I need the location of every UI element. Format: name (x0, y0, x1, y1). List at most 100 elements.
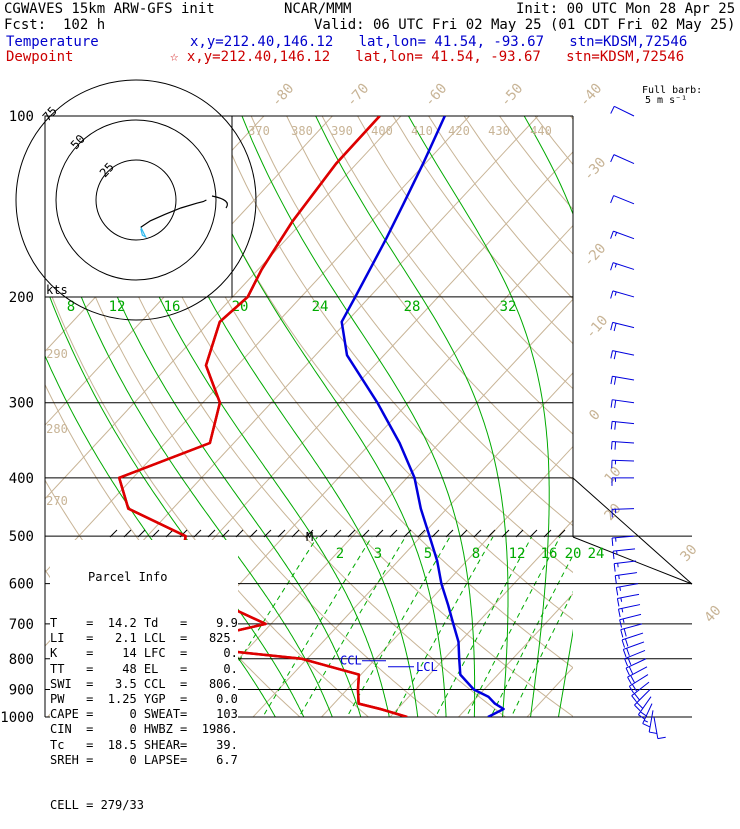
theta-label: 390 (331, 124, 353, 138)
hodograph-units-label: kts (46, 283, 68, 297)
wind-barb-half (620, 587, 621, 591)
isotherm-label: -40 (577, 81, 606, 111)
wind-barb-flag (621, 630, 623, 638)
wind-barb-flag (611, 196, 614, 203)
pressure-tick-label: 300 (9, 396, 34, 412)
isotherm-line (378, 116, 740, 730)
wind-barb-staff (614, 561, 636, 564)
isotherm-label: 10 (601, 464, 624, 487)
pressure-tick-label: 400 (9, 471, 34, 487)
wind-barb-flag (611, 106, 615, 113)
wind-barb-half (644, 720, 648, 722)
parcel-row: T = 14.2 Td = 9.9 (50, 616, 238, 631)
wind-barb-staff (613, 263, 634, 270)
parcel-cell-motion: CELL = 279/33 (50, 798, 238, 813)
wind-barb-flag (618, 609, 620, 617)
pressure-tick-label: 1000 (0, 710, 34, 726)
wind-barb-flag (615, 442, 616, 450)
wind-barb (611, 291, 634, 299)
dry-adiabat-line (251, 116, 740, 730)
wind-barb (611, 322, 634, 331)
barb-panel-edge (573, 478, 692, 584)
wind-barb (615, 573, 637, 584)
isotherm-label: -80 (269, 81, 298, 111)
wind-barb-flag (634, 705, 640, 711)
isotherm-label: -50 (498, 81, 527, 111)
wind-barb-flag (631, 675, 635, 682)
mixing-ratio-label: 24 (588, 546, 605, 562)
wind-barb-flag (616, 587, 617, 595)
wind-barb (621, 624, 642, 637)
wind-barb-half (621, 598, 622, 602)
wind-barb-flag (632, 696, 637, 702)
dry-adiabat-line (358, 116, 740, 730)
wind-barb-staff (614, 155, 634, 164)
wind-barb-flag (649, 732, 657, 733)
isotherm-label: -70 (344, 81, 373, 111)
wind-barb (616, 584, 638, 596)
dry-adiabat-line (429, 116, 740, 730)
dry-adiabat-line (216, 116, 740, 730)
mixing-ratio-label: 3 (374, 546, 382, 562)
wind-barb-flag (637, 703, 643, 709)
wind-barb (634, 689, 650, 710)
wind-barb-flag (622, 640, 624, 648)
mixing-ratio-label: 20 (565, 546, 582, 562)
isotherm-label: -30 (581, 155, 610, 185)
theta-label: 410 (411, 124, 433, 138)
wind-barb (611, 376, 634, 384)
isotherm-label: 40 (701, 603, 724, 626)
wind-barb-half (615, 232, 616, 236)
dry-adiabat-line (642, 116, 740, 730)
wind-barb-flag (611, 351, 613, 359)
wind-barb (611, 441, 634, 449)
wind-barb (611, 106, 634, 116)
isotherm-label: 0 (586, 407, 604, 424)
wind-barb-flag (625, 659, 628, 666)
parcel-row: CAPE = 0 SWEAT= 103 (50, 707, 238, 722)
wind-barb-flag (613, 551, 614, 559)
pressure-tick-label: 100 (9, 109, 34, 125)
pressure-tick-label: 800 (9, 652, 34, 668)
dry-adiabat-line (393, 116, 740, 730)
wind-barb-flag (614, 351, 616, 359)
theta-label: 380 (291, 124, 313, 138)
wind-barb-flag (611, 441, 612, 449)
moist-adiabat-line (242, 116, 475, 730)
mixing-ratio-label: 5 (424, 546, 432, 562)
dry-adiabat-line (535, 116, 740, 730)
wind-barb-flag (628, 677, 632, 684)
wind-barb (611, 351, 634, 360)
wind-barb (654, 717, 666, 739)
theta-label: 430 (488, 124, 510, 138)
dry-adiabat-line (677, 116, 740, 730)
wind-barb (611, 231, 634, 239)
wind-barb (611, 263, 634, 271)
parcel-row: CIN = 0 HWBZ = 1986. (50, 722, 238, 737)
parcel-row: LI = 2.1 LCL = 825. (50, 631, 238, 646)
wind-barb-staff (654, 717, 658, 739)
wind-barb-half (615, 264, 616, 268)
wind-barb-flag (611, 400, 612, 408)
isotherm-line (652, 116, 740, 730)
mixing-ratio-label: 16 (541, 546, 558, 562)
wind-barb-half (619, 575, 620, 579)
wind-barb-staff (649, 710, 653, 732)
theta-label: 370 (248, 124, 270, 138)
wind-barb (622, 633, 643, 647)
temperature-line (342, 116, 504, 717)
wind-barb-staff (614, 196, 634, 204)
ccl-label: CCL (340, 654, 362, 668)
dry-adiabat-line (287, 116, 740, 730)
pressure-tick-label: 600 (9, 577, 34, 593)
mixing-ratio-label: 8 (472, 546, 480, 562)
isotherm-line (241, 116, 740, 730)
wind-barb (617, 594, 639, 606)
parcel-row: PW = 1.25 YGP = 0.0 (50, 692, 238, 707)
wind-barb (611, 400, 634, 408)
wind-barb-flag (632, 684, 636, 691)
mixing-ratio-label: 20 (232, 299, 249, 315)
wind-barb-flag (611, 376, 612, 384)
moist-adiabat-line (409, 116, 550, 730)
wind-barb (612, 536, 634, 546)
